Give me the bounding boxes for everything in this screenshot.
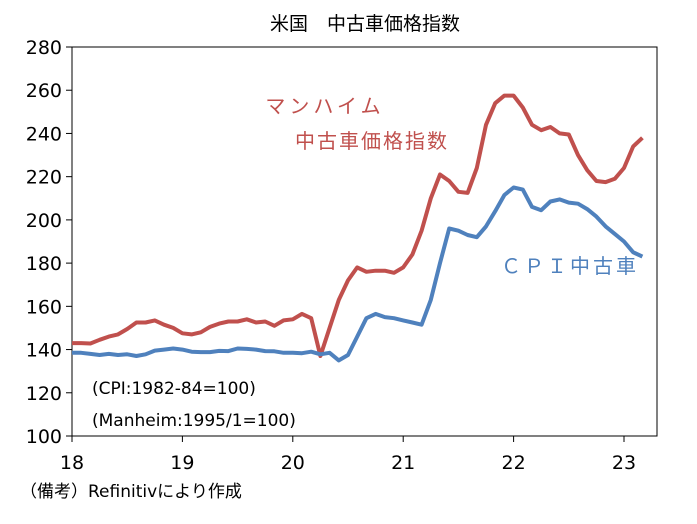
y-tick-label: 260 bbox=[26, 80, 62, 102]
y-tick-label: 200 bbox=[26, 210, 62, 232]
y-tick-label: 100 bbox=[26, 426, 62, 448]
footnote: （備考）Refinitivにより作成 bbox=[20, 482, 242, 502]
x-tick-label: 23 bbox=[612, 452, 636, 474]
x-tick-label: 18 bbox=[60, 452, 84, 474]
chart-title: 米国 中古車価格指数 bbox=[270, 13, 460, 35]
x-tick-label: 20 bbox=[281, 452, 305, 474]
series-label-cpi: ＣＰＩ中古車 bbox=[501, 254, 639, 278]
series-line-cpi bbox=[72, 185, 644, 363]
series-label-manheim-line2: 中古車価格指数 bbox=[295, 129, 449, 153]
x-tick-label: 22 bbox=[502, 452, 526, 474]
y-tick-label: 220 bbox=[26, 167, 62, 189]
y-tick-label: 160 bbox=[26, 296, 62, 318]
x-tick-label: 21 bbox=[391, 452, 415, 474]
series-label-manheim-line1: マンハイム bbox=[265, 94, 384, 118]
y-tick-label: 140 bbox=[26, 340, 62, 362]
series-line-manheim bbox=[72, 93, 644, 358]
annotation-manheim-base: (Manheim:1995/1=100) bbox=[92, 411, 296, 431]
y-tick-label: 280 bbox=[26, 37, 62, 59]
y-tick-label: 240 bbox=[26, 123, 62, 145]
annotation-cpi-base: (CPI:1982-84=100) bbox=[92, 379, 256, 399]
y-tick-label: 180 bbox=[26, 253, 62, 275]
plot-frame bbox=[71, 46, 658, 437]
x-tick-label: 19 bbox=[170, 452, 194, 474]
y-tick-label: 120 bbox=[26, 383, 62, 405]
